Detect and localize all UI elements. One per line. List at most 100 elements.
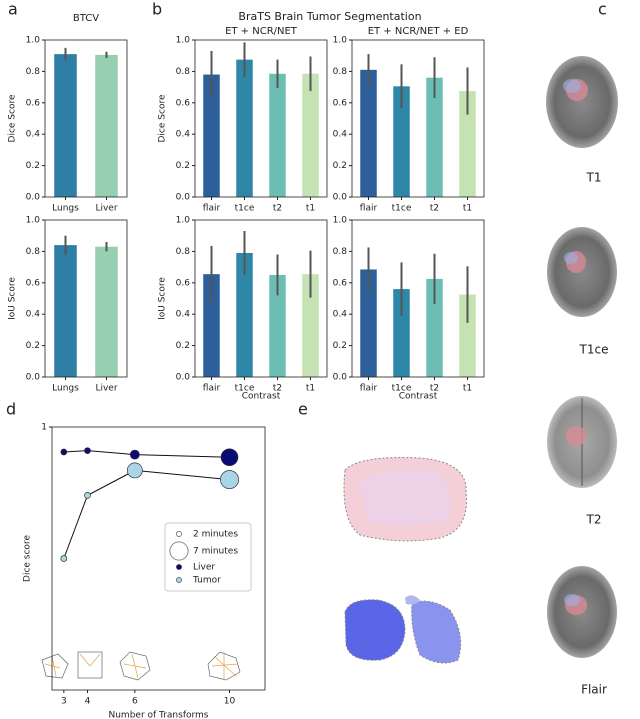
bar <box>360 269 377 377</box>
x-tick-label: 4 <box>85 697 91 707</box>
bar <box>426 77 443 197</box>
transform-icons <box>41 651 241 681</box>
y-tick-label: 0.6 <box>333 98 348 108</box>
y-tick-label: 0.8 <box>176 67 191 77</box>
y-tick-label: 0.8 <box>26 247 41 257</box>
x-axis-label: Number of Transforms <box>108 711 208 719</box>
y-tick-label: 0.4 <box>176 310 191 320</box>
y-tick-label: 0.8 <box>176 247 191 257</box>
bubble <box>60 555 68 562</box>
y-tick-label: 0.0 <box>26 193 41 203</box>
bar <box>95 246 118 377</box>
legend-size <box>169 541 189 561</box>
x-tick-label: Liver <box>95 384 117 394</box>
brain <box>547 566 617 658</box>
chart-title: ET + NCR/NET <box>225 26 298 37</box>
plot-frame <box>194 39 328 198</box>
bar <box>302 274 319 377</box>
legend-box <box>164 522 252 592</box>
segmentation-shapes <box>343 457 467 664</box>
y-tick-label: 0.2 <box>176 341 190 351</box>
legend-label: Liver <box>193 563 215 573</box>
panel-title: BraTS Brain Tumor Segmentation <box>238 10 421 23</box>
y-tick-label: 0.2 <box>333 161 347 171</box>
y-tick-label: 0.0 <box>176 373 191 383</box>
x-tick-label: 10 <box>224 697 236 707</box>
legend-marker <box>176 564 182 570</box>
x-tick-label: flair <box>360 204 378 214</box>
y-tick-label: 1.0 <box>176 216 191 226</box>
bar <box>236 59 253 197</box>
bubble <box>220 470 239 490</box>
y-tick-label: 0.4 <box>176 130 191 140</box>
y-tick-label: 1.0 <box>26 36 41 46</box>
y-tick-label: 0.2 <box>26 161 40 171</box>
brain <box>547 227 617 317</box>
plot-frame <box>194 219 328 378</box>
x-tick-label: Lungs <box>52 384 79 394</box>
bar <box>269 274 286 377</box>
y-tick-label: 1.0 <box>333 36 348 46</box>
x-tick-label: Lungs <box>52 204 79 214</box>
x-tick-label: t1ce <box>392 384 412 394</box>
x-axis-label: Contrast <box>399 392 438 402</box>
panel-label: e <box>298 400 308 419</box>
y-tick-label: 0.8 <box>333 247 348 257</box>
bar <box>54 245 77 377</box>
panel-label: b <box>152 0 162 19</box>
plot-frame <box>44 219 128 378</box>
bubble <box>129 449 140 460</box>
bar <box>426 278 443 377</box>
x-tick-label: t1ce <box>392 204 412 214</box>
y-tick-label: 0.6 <box>26 278 41 288</box>
y-tick-label: 0.2 <box>26 341 40 351</box>
bar <box>236 252 253 377</box>
bubble <box>126 462 143 479</box>
x-axis-label: Contrast <box>242 392 281 402</box>
plot-frame <box>51 426 266 691</box>
x-tick-label: t2 <box>430 204 439 214</box>
y-tick-label: 1.0 <box>333 216 348 226</box>
x-tick-label: flair <box>360 384 378 394</box>
brain-images: T1 T1ce T2 Flair <box>546 56 618 697</box>
y-tick-label: 0.6 <box>176 98 191 108</box>
bubble <box>84 447 91 455</box>
x-tick-label: t1ce <box>235 204 255 214</box>
x-tick-label: t1 <box>463 204 472 214</box>
brain <box>546 56 618 148</box>
bar <box>393 289 410 377</box>
y-tick-label: 0.4 <box>333 310 348 320</box>
y-tick-label: 1.0 <box>26 216 41 226</box>
image-label: T1ce <box>579 343 609 357</box>
y-axis-label: Dice score <box>23 535 33 582</box>
x-tick-label: 6 <box>132 697 138 707</box>
bar <box>302 73 319 197</box>
bar <box>459 294 476 377</box>
legend-label: 2 minutes <box>193 530 238 540</box>
x-tick-label: flair <box>203 384 221 394</box>
image-label: T2 <box>586 513 602 527</box>
chart-title: BTCV <box>73 13 99 24</box>
x-tick-label: t1 <box>306 384 315 394</box>
bubble <box>60 448 68 456</box>
plot-frame <box>351 39 485 198</box>
y-tick-label: 0.4 <box>26 130 41 140</box>
y-tick-label: 0.4 <box>26 310 41 320</box>
y-axis-label: IoU Score <box>158 277 168 320</box>
y-axis-label: IoU Score <box>8 277 18 320</box>
image-label: Flair <box>581 683 607 697</box>
legend-label: Tumor <box>192 576 221 586</box>
panel-label: a <box>8 0 18 19</box>
x-tick-label: flair <box>203 204 221 214</box>
bar <box>54 54 77 197</box>
brain <box>547 396 617 488</box>
bar <box>269 73 286 197</box>
y-tick-label: 0.4 <box>333 130 348 140</box>
chart-title: ET + NCR/NET + ED <box>368 26 469 37</box>
y-tick-label: 0.2 <box>333 341 347 351</box>
bubble <box>220 448 239 467</box>
image-label: T1 <box>586 171 602 185</box>
y-axis-label: Dice Score <box>158 94 168 142</box>
x-tick-label: Liver <box>95 204 117 214</box>
y-tick-label: 0.0 <box>333 193 348 203</box>
